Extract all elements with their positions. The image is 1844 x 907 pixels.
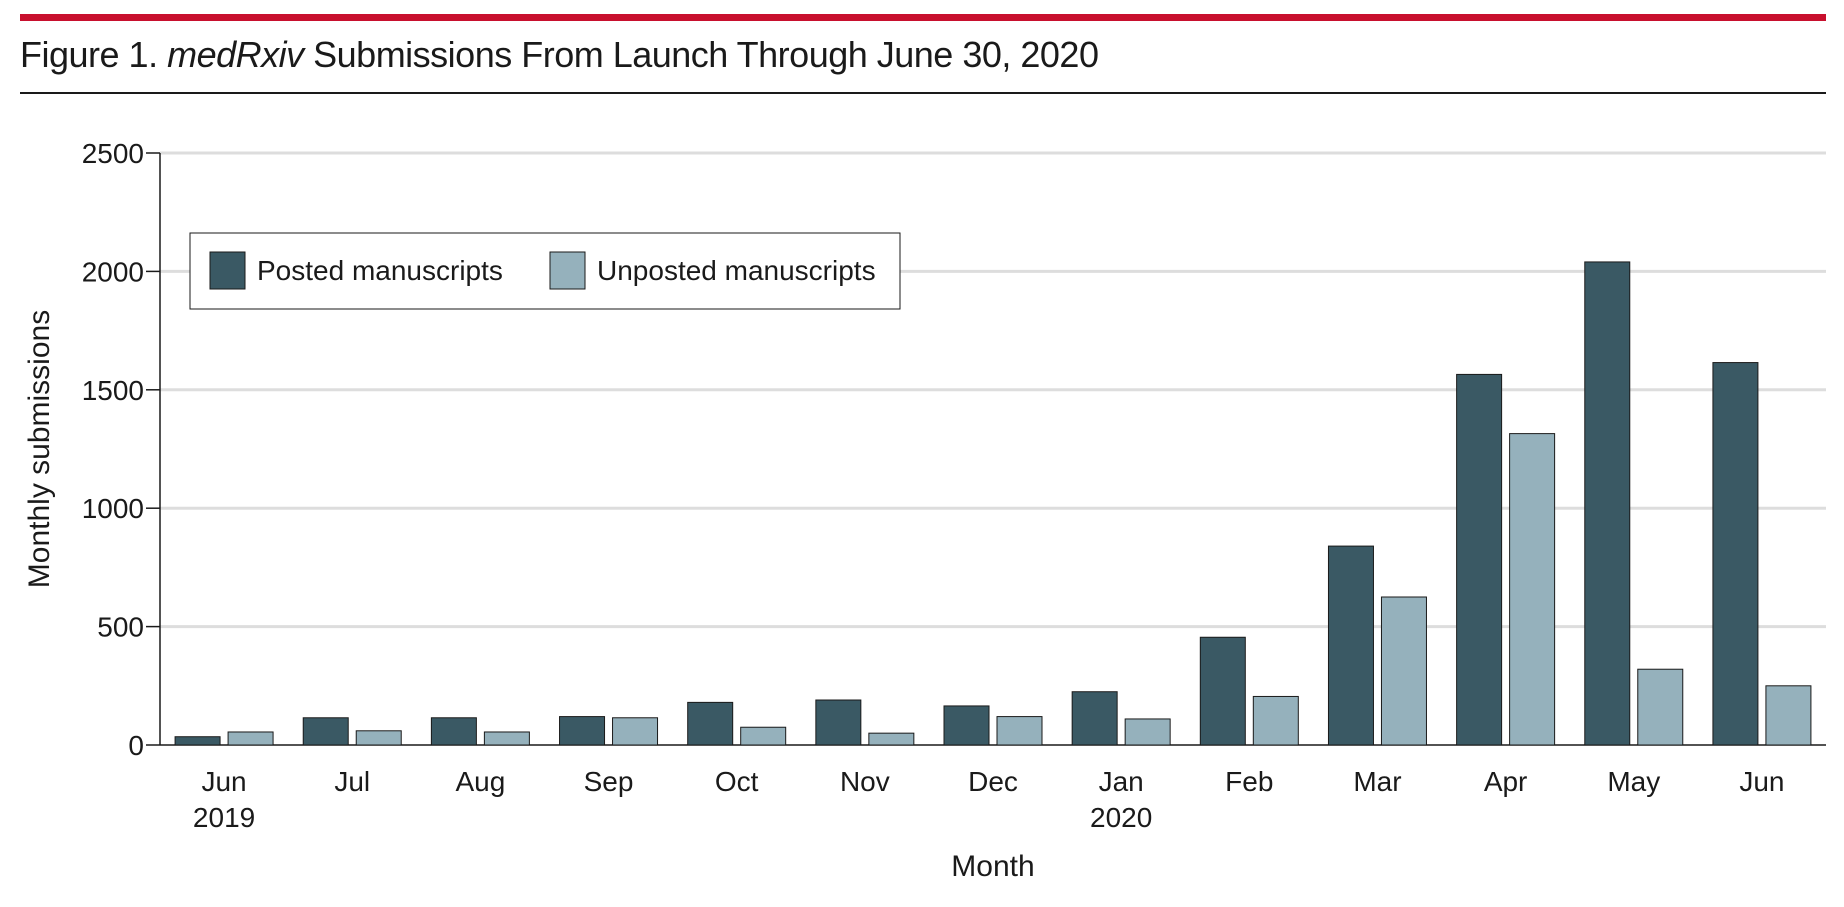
figure-label: Figure 1.	[20, 34, 158, 75]
x-tick-year-label: 2020	[1090, 802, 1152, 833]
y-tick-label: 2500	[82, 138, 144, 169]
bar-unposted	[355, 730, 402, 746]
x-tick-label: Apr	[1484, 766, 1528, 797]
x-tick-label: Jun	[201, 766, 246, 797]
bar-posted	[1456, 373, 1503, 746]
bar-unposted	[1380, 596, 1427, 746]
y-tick-label: 2000	[82, 256, 144, 287]
legend-label: Unposted manuscripts	[597, 255, 876, 286]
bar-unposted	[868, 732, 915, 746]
y-axis-title: Monthly submissions	[23, 310, 56, 588]
title-rule	[20, 92, 1826, 94]
bar-posted	[1584, 261, 1631, 746]
y-tick-label: 1500	[82, 375, 144, 406]
bar-posted	[815, 699, 862, 746]
x-tick-label: Jun	[1739, 766, 1784, 797]
bar-unposted	[1637, 668, 1684, 746]
bar-unposted	[612, 717, 659, 746]
bar-posted	[302, 717, 349, 746]
bar-posted	[1327, 545, 1374, 746]
bar-posted	[943, 705, 990, 746]
bar-posted	[430, 717, 477, 746]
bar-posted	[174, 736, 221, 746]
x-tick-label: Aug	[455, 766, 505, 797]
legend-label: Posted manuscripts	[257, 255, 503, 286]
y-tick-label: 500	[97, 612, 144, 643]
legend-swatch	[549, 251, 586, 290]
x-tick-label: Nov	[840, 766, 890, 797]
legend-swatch	[209, 251, 246, 290]
header-accent-bar	[20, 14, 1826, 21]
bar-posted	[1712, 362, 1759, 746]
bar-unposted	[1765, 685, 1812, 746]
x-axis-title: Month	[951, 850, 1034, 883]
x-tick-label: Dec	[968, 766, 1018, 797]
x-tick-label: Jul	[334, 766, 370, 797]
x-tick-label: Mar	[1353, 766, 1401, 797]
x-tick-label: Feb	[1225, 766, 1273, 797]
bar-posted	[1071, 691, 1118, 746]
x-tick-year-label: 2019	[193, 802, 255, 833]
bar-posted	[559, 716, 606, 746]
bar-unposted	[1252, 695, 1299, 746]
bar-unposted	[996, 716, 1043, 746]
x-tick-label: May	[1607, 766, 1660, 797]
bar-unposted	[740, 726, 787, 746]
bar-posted	[687, 701, 734, 746]
bar-unposted	[483, 731, 530, 746]
x-tick-label: Oct	[715, 766, 759, 797]
y-tick-label: 0	[128, 730, 144, 761]
legend-box	[189, 232, 901, 310]
x-tick-label: Sep	[584, 766, 634, 797]
y-tick-label: 1000	[82, 493, 144, 524]
figure-title-text: Submissions From Launch Through June 30,…	[313, 34, 1099, 75]
figure-title: Figure 1. medRxiv Submissions From Launc…	[20, 34, 1099, 76]
x-tick-label: Jan	[1099, 766, 1144, 797]
bar-posted	[1199, 636, 1246, 746]
bar-unposted	[1509, 433, 1556, 746]
figure-title-italic: medRxiv	[167, 34, 304, 75]
bar-unposted	[1124, 718, 1171, 746]
bar-unposted	[227, 731, 274, 746]
